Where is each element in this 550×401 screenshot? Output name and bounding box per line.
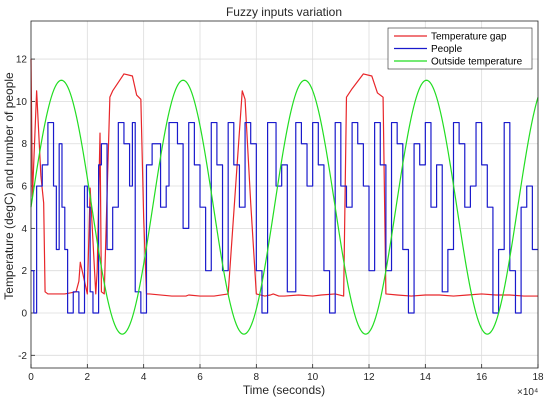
x-tick-label: 12	[363, 372, 375, 383]
x-tick-label: 10	[307, 372, 319, 383]
x-tick-label: 6	[197, 372, 203, 383]
series-people	[31, 121, 538, 314]
series-group	[30, 59, 539, 335]
series-temperature-gap	[30, 59, 538, 297]
x-tick-label: 2	[85, 372, 91, 383]
y-tick-label: 0	[21, 308, 27, 319]
x-axis-label: Time (seconds)	[243, 383, 325, 397]
y-tick-label: 12	[16, 55, 28, 66]
x-tick-label: 14	[420, 372, 432, 383]
x-tick-label: 18	[532, 372, 544, 383]
legend: Temperature gap People Outside temperatu…	[387, 27, 533, 70]
x-tick-label: 16	[476, 372, 488, 383]
y-tick-label: 6	[21, 182, 27, 193]
y-tick-label: 10	[16, 97, 28, 108]
x-tick-label: 4	[141, 372, 147, 383]
y-tick-label: 4	[21, 224, 27, 235]
y-axis-ticks: -2 0 2 4 6 8 10 12	[16, 55, 35, 362]
y-tick-label: 8	[21, 139, 27, 150]
chart-title: Fuzzy inputs variation	[226, 5, 342, 19]
y-tick-label: 2	[21, 266, 27, 277]
legend-label-temperature-gap: Temperature gap	[431, 32, 507, 43]
y-tick-label: -2	[18, 351, 27, 362]
legend-label-outside-temperature: Outside temperature	[431, 57, 523, 68]
legend-label-people: People	[431, 44, 463, 55]
y-axis-label: Temperature (degC) and number of people	[2, 72, 16, 300]
series-outside-temperature	[30, 79, 539, 335]
x-exponent-label: ×10⁴	[517, 387, 538, 398]
plot-frame	[30, 20, 539, 369]
x-tick-label: 0	[28, 372, 34, 383]
x-tick-label: 8	[254, 372, 260, 383]
